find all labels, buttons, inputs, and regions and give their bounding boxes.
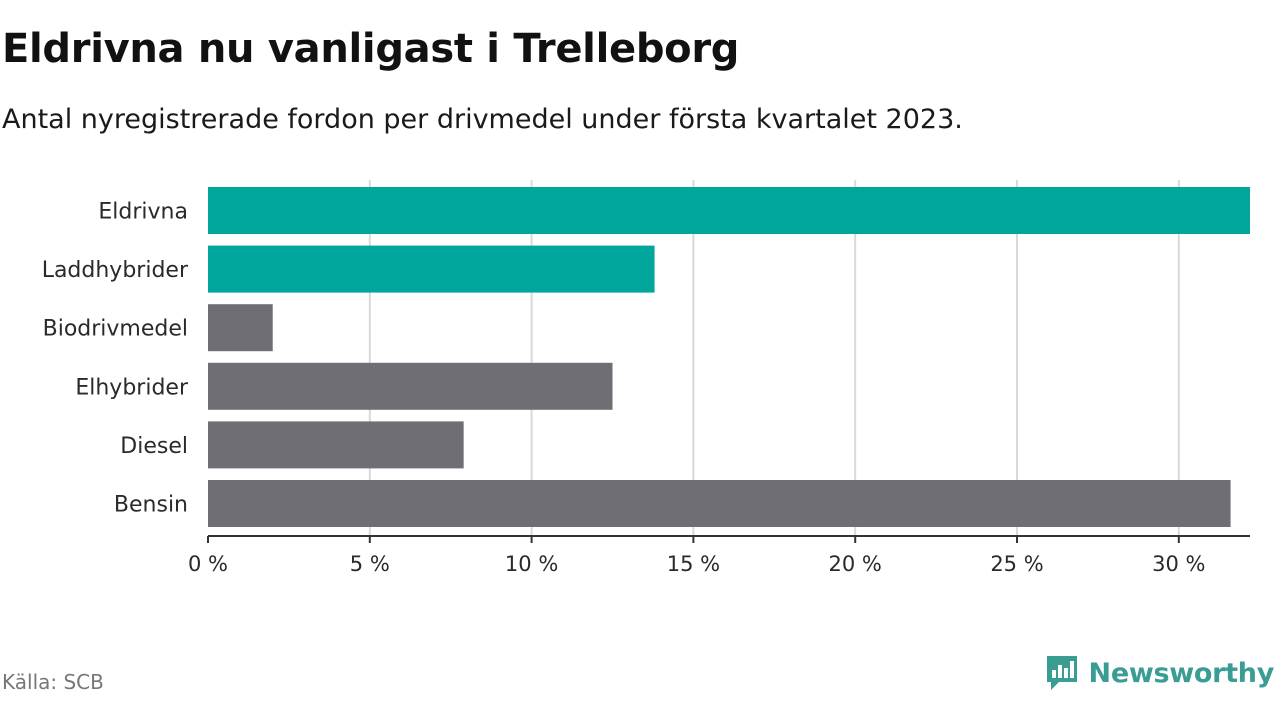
bar-laddhybrider [208,245,655,293]
brand-logo: Newsworthy [1045,654,1274,692]
bar-biodrivmedel [208,304,273,352]
source-note: Källa: SCB [2,670,104,694]
category-label: Eldrivna [98,200,188,225]
brand-name: Newsworthy [1088,657,1275,689]
bar-bensin [208,480,1231,527]
grid-lines [368,180,1180,536]
bar-elhybrider [208,362,613,410]
x-tick-label: 25 % [990,552,1043,576]
chart-subtitle: Antal nyregistrerade fordon per drivmede… [2,104,963,135]
x-tick-label: 30 % [1152,552,1205,576]
category-label: Bensin [114,493,188,518]
x-tick-label: 15 % [667,552,720,576]
x-tick-label: 5 % [350,552,390,576]
x-tick-label: 20 % [829,552,882,576]
x-tick-label: 0 % [188,552,228,576]
x-tick-label: 10 % [505,552,558,576]
bar-eldrivna [208,187,1250,234]
category-labels: Eldrivna Laddhybrider Biodrivmedel Elhybrid… [42,200,189,518]
bar-diesel [208,421,464,469]
bar-chart: Eldrivna Laddhybrider Biodrivmedel Elhybrid… [42,180,1250,576]
category-label: Laddhybrider [42,258,189,283]
bars [208,187,1250,527]
category-label: Elhybrider [75,375,189,400]
category-label: Diesel [120,434,188,459]
chart-title: Eldrivna nu vanligast i Trelleborg [2,26,740,72]
category-label: Biodrivmedel [43,317,188,342]
newsworthy-logo-icon [1046,656,1077,690]
x-axis: 0 % 5 % 10 % 15 % 20 % 25 % 30 % [188,535,1250,576]
